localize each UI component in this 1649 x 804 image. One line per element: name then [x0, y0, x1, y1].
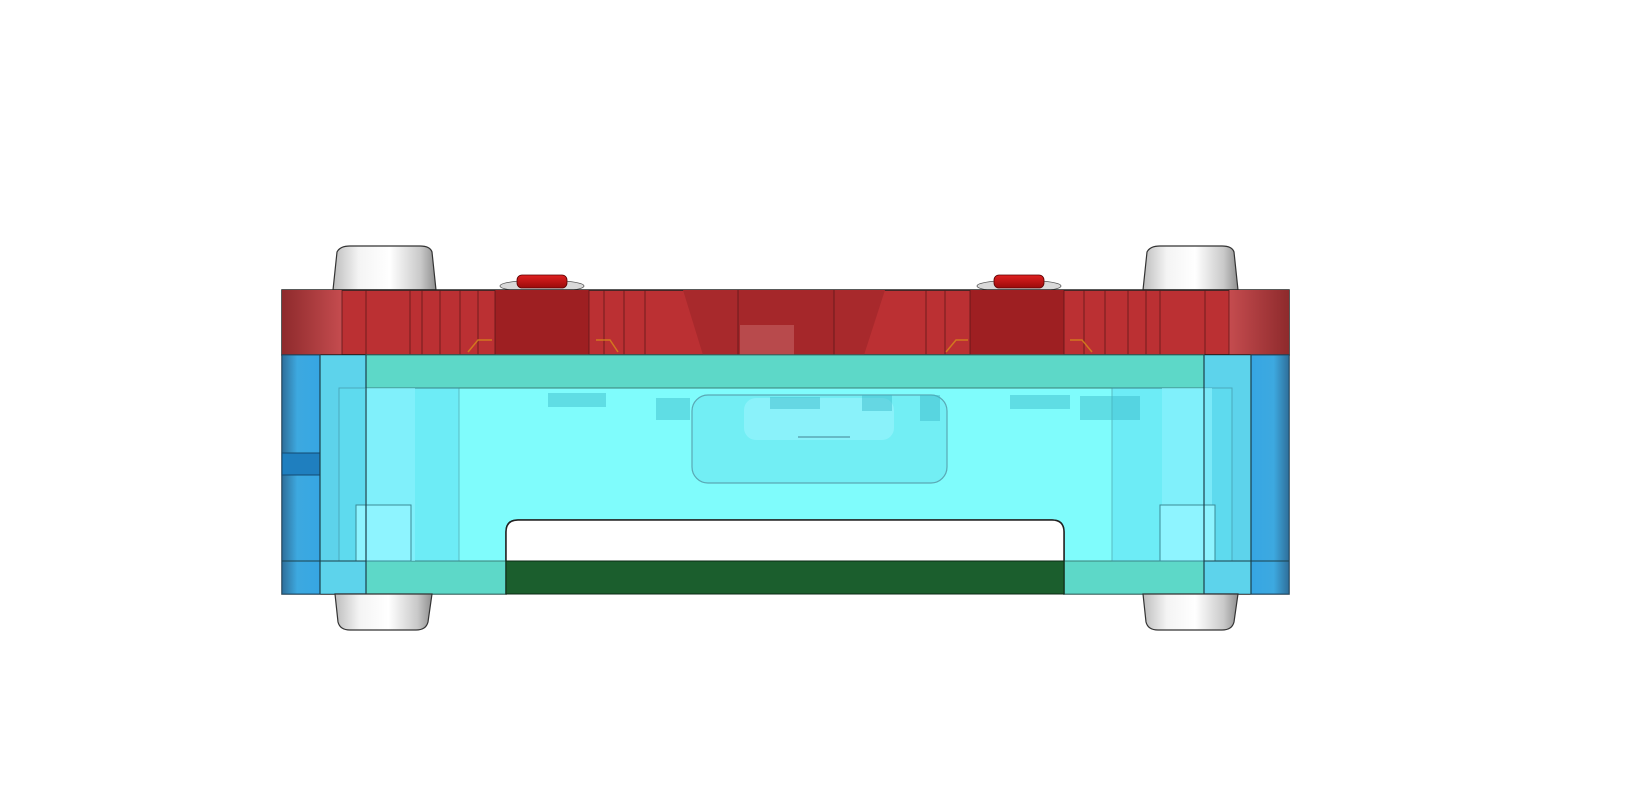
button-left: [499, 274, 585, 293]
standoff-top-left: [332, 245, 437, 291]
standoff-top-right: [1142, 245, 1239, 291]
top-case: [281, 289, 1290, 356]
standoff-bottom-left: [334, 593, 433, 631]
bottom-case: [281, 354, 1290, 595]
standoff-bottom-right: [1142, 593, 1239, 631]
pcb: [505, 560, 1065, 595]
button-right: [976, 274, 1062, 293]
